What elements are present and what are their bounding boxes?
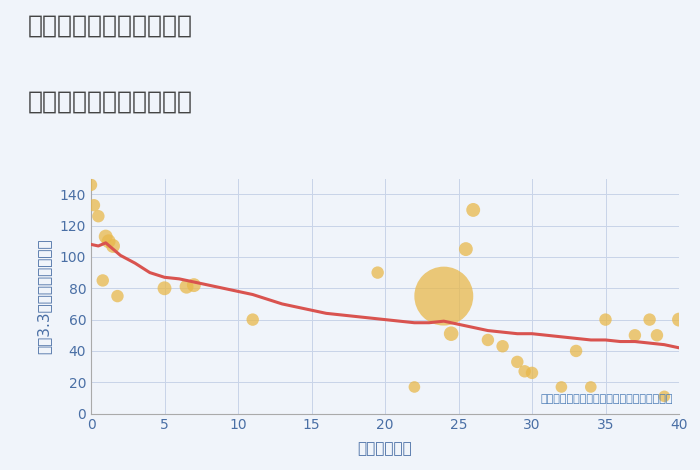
Point bbox=[372, 269, 384, 276]
Y-axis label: 坪（3.3㎡）単価（万円）: 坪（3.3㎡）単価（万円） bbox=[36, 238, 51, 354]
Point bbox=[659, 392, 670, 400]
Point bbox=[482, 336, 493, 344]
Point bbox=[512, 358, 523, 366]
Point bbox=[188, 282, 199, 289]
Point bbox=[409, 383, 420, 391]
Point bbox=[88, 202, 99, 209]
Point bbox=[519, 368, 531, 375]
Text: 築年数別中古戸建て価格: 築年数別中古戸建て価格 bbox=[28, 89, 193, 113]
Point bbox=[652, 331, 663, 339]
Point bbox=[673, 316, 685, 323]
Point bbox=[181, 283, 192, 290]
Point bbox=[644, 316, 655, 323]
Point bbox=[97, 277, 108, 284]
Point bbox=[103, 237, 114, 245]
Point bbox=[92, 212, 104, 220]
Point bbox=[85, 181, 97, 188]
Point bbox=[556, 383, 567, 391]
Point bbox=[438, 292, 449, 300]
Point bbox=[526, 369, 538, 376]
Point bbox=[497, 343, 508, 350]
Point bbox=[108, 242, 119, 250]
Text: 円の大きさは、取引のあった物件面積を示す: 円の大きさは、取引のあった物件面積を示す bbox=[540, 394, 673, 404]
Point bbox=[461, 245, 472, 253]
X-axis label: 築年数（年）: 築年数（年） bbox=[358, 441, 412, 456]
Point bbox=[570, 347, 582, 355]
Point bbox=[112, 292, 123, 300]
Point bbox=[100, 233, 111, 240]
Point bbox=[446, 330, 457, 337]
Point bbox=[629, 331, 641, 339]
Text: 奈良県奈良市南風呂町の: 奈良県奈良市南風呂町の bbox=[28, 14, 193, 38]
Point bbox=[247, 316, 258, 323]
Point bbox=[159, 284, 170, 292]
Point bbox=[585, 383, 596, 391]
Point bbox=[468, 206, 479, 214]
Point bbox=[600, 316, 611, 323]
